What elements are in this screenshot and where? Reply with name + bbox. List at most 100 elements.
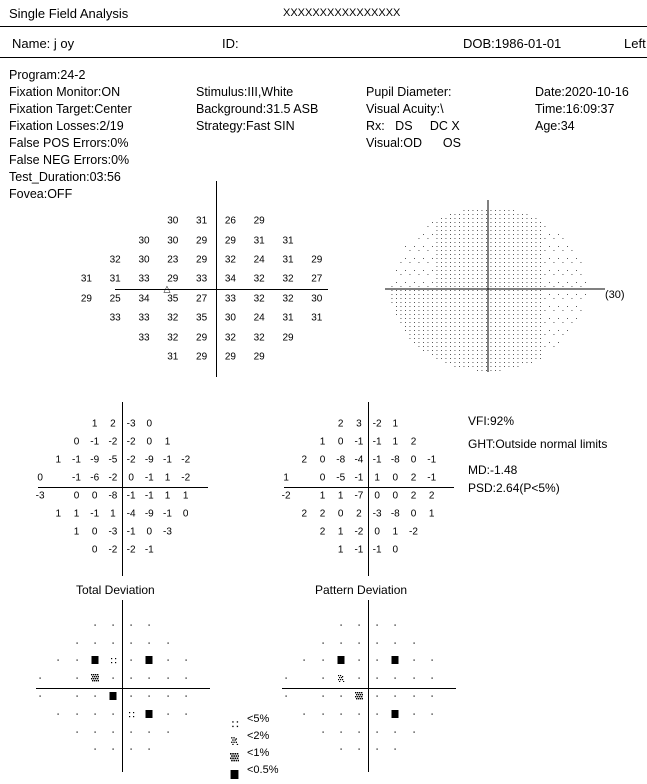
normal-point-icon xyxy=(182,692,190,702)
normal-point-icon xyxy=(164,692,172,702)
threshold-value: 33 xyxy=(138,312,150,324)
threshold-value: 29 xyxy=(167,273,179,285)
threshold-value: 1 xyxy=(319,436,326,448)
threshold-value: -2 xyxy=(108,436,118,448)
normal-point-icon xyxy=(282,692,290,702)
normal-point-icon xyxy=(391,639,399,649)
threshold-value: 33 xyxy=(109,312,121,324)
threshold-value: -8 xyxy=(390,508,400,520)
normal-point-icon xyxy=(127,692,135,702)
threshold-value: 1 xyxy=(428,508,435,520)
threshold-value: -1 xyxy=(427,454,437,466)
threshold-value: 1 xyxy=(337,544,344,556)
threshold-value: 1 xyxy=(73,508,80,520)
threshold-value: -6 xyxy=(90,472,100,484)
vfi-index: VFI:92% xyxy=(468,414,515,428)
strategy: Strategy:Fast SIN xyxy=(196,119,295,133)
normal-point-icon xyxy=(373,710,381,720)
normal-point-icon xyxy=(337,639,345,649)
normal-point-icon xyxy=(127,639,135,649)
threshold-value: 33 xyxy=(196,273,208,285)
normal-point-icon xyxy=(73,674,81,684)
test-date: Date:2020-10-16 xyxy=(535,85,629,99)
header-bottom-rule xyxy=(0,57,647,58)
threshold-value: -3 xyxy=(163,526,172,538)
threshold-value: -1 xyxy=(144,472,154,484)
normal-point-icon xyxy=(410,639,418,649)
threshold-value: 2 xyxy=(410,472,417,484)
false-pos-errors: False POS Errors:0% xyxy=(9,136,129,150)
normal-point-icon xyxy=(145,639,153,649)
visual-acuity: Visual Acuity:\ xyxy=(366,102,444,116)
threshold-value: 1 xyxy=(182,490,189,502)
program: Program:24-2 xyxy=(9,68,86,82)
normal-point-icon xyxy=(373,674,381,684)
threshold-value: 2 xyxy=(337,418,344,430)
threshold-value: 29 xyxy=(196,254,208,266)
normal-point-icon xyxy=(391,745,399,755)
threshold-value: 0 xyxy=(73,490,80,502)
normal-point-icon xyxy=(127,728,135,738)
threshold-value: 1 xyxy=(55,454,62,466)
normal-point-icon xyxy=(337,728,345,738)
normal-point-icon xyxy=(373,639,381,649)
threshold-value: 24 xyxy=(253,254,265,266)
threshold-value: 31 xyxy=(311,312,323,324)
threshold-value: 30 xyxy=(311,293,323,305)
test-info-column-1: Program:24-2 Fixation Monitor:ON Fixatio… xyxy=(9,67,132,203)
normal-point-icon xyxy=(337,745,345,755)
threshold-value: -2 xyxy=(372,418,382,430)
legend-symbol-icon xyxy=(230,766,239,784)
normal-point-icon xyxy=(391,692,399,702)
normal-point-icon xyxy=(127,674,135,684)
normal-point-icon xyxy=(127,656,135,666)
probability-symbol-icon xyxy=(145,709,153,720)
fovea: Fovea:OFF xyxy=(9,187,73,201)
probability-symbol-icon xyxy=(109,656,117,666)
normal-point-icon xyxy=(164,710,172,720)
total-deviation-label: Total Deviation xyxy=(76,583,155,597)
normal-point-icon xyxy=(410,710,418,720)
blind-spot-marker-icon: △ xyxy=(163,283,171,294)
pattern-prob-horizontal-axis xyxy=(282,688,456,689)
threshold-value: 27 xyxy=(311,273,323,285)
legend-label: <5% xyxy=(247,713,270,725)
threshold-value: -9 xyxy=(144,508,154,520)
threshold-value: 31 xyxy=(282,235,294,246)
threshold-value: 0 xyxy=(91,526,98,538)
patient-dob: DOB:1986-01-01 xyxy=(463,36,562,51)
threshold-value: 0 xyxy=(91,544,98,556)
threshold-value: 29 xyxy=(80,293,92,305)
threshold-value: -1 xyxy=(144,490,154,502)
threshold-value: -2 xyxy=(281,490,291,502)
normal-point-icon xyxy=(73,710,81,720)
total-deviation-horizontal-axis xyxy=(38,487,208,488)
background: Background:31.5 ASB xyxy=(196,102,319,116)
threshold-value: 34 xyxy=(224,273,236,285)
threshold-value: -3 xyxy=(372,508,382,520)
normal-point-icon xyxy=(373,656,381,666)
normal-point-icon xyxy=(91,728,99,738)
threshold-value: -2 xyxy=(409,526,418,538)
threshold-value: 0 xyxy=(146,418,153,430)
normal-point-icon xyxy=(373,728,381,738)
fixation-target: Fixation Target:Center xyxy=(9,102,132,116)
threshold-value: -3 xyxy=(126,418,136,430)
threshold-value: 0 xyxy=(319,454,326,466)
pattern-deviation-vertical-axis xyxy=(368,402,369,576)
normal-point-icon xyxy=(319,674,327,684)
threshold-value: 29 xyxy=(196,332,208,343)
normal-point-icon xyxy=(109,728,117,738)
threshold-value: 1 xyxy=(110,508,116,520)
normal-point-icon xyxy=(355,728,363,738)
threshold-value: 32 xyxy=(167,332,179,343)
threshold-value: 1 xyxy=(164,490,171,502)
threshold-value: 1 xyxy=(319,490,326,502)
grayscale-plot xyxy=(385,200,605,372)
threshold-value: -9 xyxy=(90,454,100,466)
normal-point-icon xyxy=(319,656,327,666)
threshold-value: -5 xyxy=(108,454,118,466)
threshold-value: 0 xyxy=(392,544,399,556)
threshold-value: -1 xyxy=(72,472,81,484)
threshold-value: -1 xyxy=(144,544,154,556)
